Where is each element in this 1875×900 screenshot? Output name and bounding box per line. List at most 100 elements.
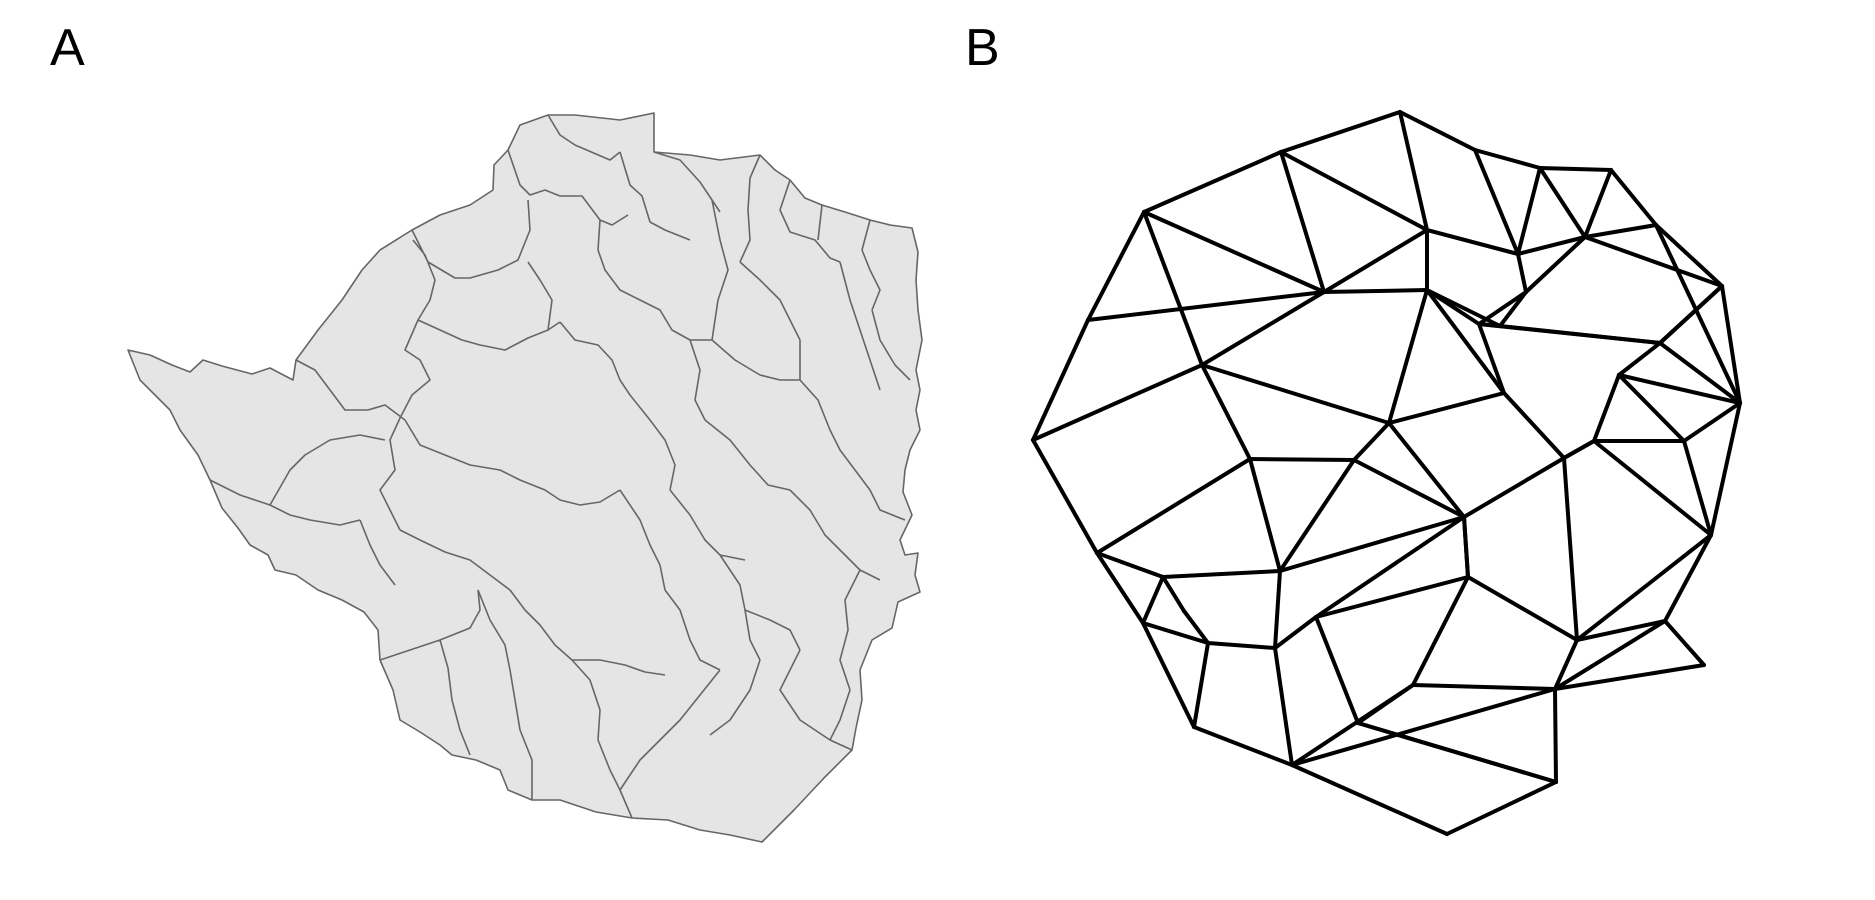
graph-edge <box>1473 148 1520 256</box>
graph-edge <box>1200 363 1391 425</box>
graph-edge <box>1462 456 1566 519</box>
graph-edge <box>1617 373 1742 405</box>
graph-edge <box>1592 439 1713 537</box>
graph-edge <box>1031 363 1204 442</box>
panel-a-label: A <box>50 19 85 77</box>
graph-edge <box>1398 110 1429 232</box>
graph-edge <box>1498 324 1662 345</box>
graph-edge <box>1575 619 1667 642</box>
graph-edge <box>1279 110 1402 154</box>
graph-edge <box>1279 150 1326 294</box>
graph-edge <box>1462 515 1470 579</box>
graph-edge <box>1425 288 1506 395</box>
graph-edge <box>1387 391 1506 425</box>
graph-edge <box>1445 780 1558 836</box>
graph-edge <box>1466 575 1579 642</box>
graph-edge <box>1658 341 1742 405</box>
graph-edge <box>1161 569 1282 579</box>
graph-edge <box>1141 621 1196 729</box>
panel-a-district-map: A <box>0 0 937 900</box>
graph-edge <box>1477 290 1528 326</box>
graph-edge <box>1142 150 1283 214</box>
graph-edge <box>1161 575 1186 613</box>
graph-edge <box>1654 223 1724 288</box>
graph-edge <box>1477 322 1506 395</box>
district-polygons <box>127 112 923 843</box>
graph-edge <box>1356 721 1558 784</box>
graph-edge <box>1095 551 1145 625</box>
graph-edge <box>1278 515 1466 573</box>
graph-edge <box>1617 373 1686 443</box>
graph-edge <box>1617 341 1662 377</box>
graph-edge <box>1425 228 1520 256</box>
graph-edge <box>1609 168 1658 227</box>
graph-edge <box>1142 210 1326 294</box>
graph-edge <box>1290 687 1557 767</box>
graph-edge <box>1322 228 1429 294</box>
graph-edge <box>1322 288 1429 294</box>
graph-edge <box>1206 641 1277 650</box>
graph-edge <box>1682 439 1713 537</box>
graph-edge <box>1553 663 1706 691</box>
graph-edge <box>1141 575 1165 625</box>
graph-edge <box>1562 439 1596 460</box>
graph-edge <box>1141 621 1210 645</box>
graph-edge <box>1248 457 1282 573</box>
graph-edge <box>1273 646 1294 767</box>
graph-edge <box>1583 223 1658 239</box>
graph-edge <box>1538 166 1587 239</box>
graph-edge <box>1095 551 1165 579</box>
graph-edge <box>1553 619 1667 691</box>
graph-edge <box>1200 363 1252 461</box>
graph-edge <box>1538 166 1613 172</box>
graph-edge <box>1592 373 1621 443</box>
graph-edge <box>1654 223 1742 405</box>
graph-edge <box>1352 458 1466 519</box>
graph-edge <box>1278 458 1356 573</box>
graph-edge <box>1498 290 1528 328</box>
graph-edge <box>1142 210 1204 367</box>
graph-edge <box>1583 168 1613 239</box>
panel-b-label: B <box>965 19 1000 77</box>
graph-edge <box>1583 235 1724 288</box>
graph-edge <box>1398 110 1477 152</box>
graph-edge <box>1473 148 1542 170</box>
graph-edge <box>1524 235 1587 294</box>
graph-edge <box>1387 421 1466 519</box>
graph-edge <box>1192 641 1210 729</box>
graph-edge <box>1516 252 1528 294</box>
graph-edge <box>1279 150 1429 232</box>
graph-edge <box>1095 457 1252 555</box>
graph-edge <box>1086 290 1326 322</box>
graph-edge <box>1031 438 1099 555</box>
graph-edge <box>1553 638 1579 691</box>
graph-edge <box>1290 683 1415 767</box>
graph-edge <box>1387 288 1429 425</box>
graph-edge <box>1709 401 1742 537</box>
graph-edge <box>1031 318 1090 442</box>
graph-edge <box>1314 575 1470 619</box>
graph-edge <box>1720 284 1742 405</box>
country-outline <box>127 112 923 843</box>
graph-edge <box>1682 401 1742 443</box>
district-boundaries <box>209 114 911 819</box>
adjacency-graph-svg <box>1031 110 1742 836</box>
graph-edge <box>1553 687 1558 784</box>
graph-edge <box>1086 210 1146 322</box>
graph-edge <box>1352 421 1391 462</box>
graph-edge <box>1516 166 1542 256</box>
graph-edge <box>1182 609 1210 645</box>
graph-edge <box>1248 457 1356 462</box>
graph-edge <box>1411 683 1557 691</box>
graph-edge <box>1273 615 1318 650</box>
graph-edge <box>1575 533 1713 642</box>
panel-b-adjacency-graph: B <box>938 0 1875 900</box>
graph-edge <box>1314 615 1360 725</box>
district-map-svg <box>127 112 923 843</box>
graph-edge <box>1516 235 1587 256</box>
graph-edge <box>1411 575 1470 687</box>
graph-edge <box>1663 619 1706 667</box>
graph-edge <box>1425 288 1502 328</box>
graph-edge <box>1658 284 1724 345</box>
graph-edge <box>1663 533 1713 623</box>
